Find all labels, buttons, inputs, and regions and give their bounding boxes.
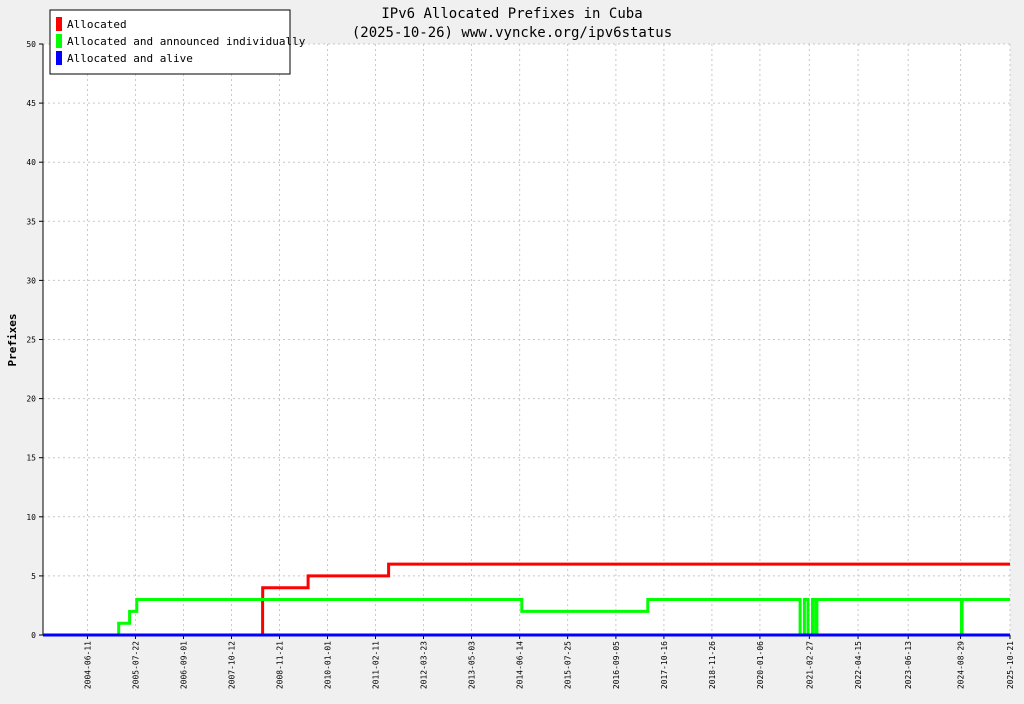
chart-subtitle: (2025-10-26) www.vyncke.org/ipv6status <box>352 25 672 41</box>
y-tick-label: 0 <box>31 631 36 640</box>
legend-label: Allocated <box>67 18 127 31</box>
x-tick-label: 2021-02-27 <box>805 641 814 689</box>
legend-label: Allocated and alive <box>67 52 193 65</box>
x-tick-label: 2011-02-11 <box>372 641 381 689</box>
series-line-0 <box>43 562 1010 637</box>
y-tick-label: 30 <box>26 276 36 285</box>
y-tick-label: 20 <box>26 395 36 404</box>
x-tick-label: 2018-11-26 <box>708 641 717 689</box>
x-tick-label: 2005-07-22 <box>131 641 140 689</box>
x-tick-label: 2020-01-06 <box>756 641 765 689</box>
y-tick-label: 35 <box>26 217 36 226</box>
x-tick-label: 2008-11-21 <box>275 641 284 689</box>
x-tick-label: 2013-05-03 <box>468 641 477 689</box>
x-tick-label: 2024-08-29 <box>957 641 966 689</box>
axes: 0 5 10 15 20 25 30 35 40 45 50 2004-06-11 2005-07-22… <box>26 40 1015 689</box>
x-tick-label: 2017-10-16 <box>660 641 669 689</box>
x-tick-label: 2025-10-21 <box>1006 641 1015 689</box>
x-tick-label: 2015-07-25 <box>564 641 573 689</box>
legend-label: Allocated and announced individually <box>67 35 306 48</box>
y-tick-label: 40 <box>26 158 36 167</box>
y-tick-label: 50 <box>26 40 36 49</box>
x-tick-label: 2004-06-11 <box>83 641 92 689</box>
x-tick-label: 2007-10-12 <box>227 641 236 689</box>
x-tick-label: 2023-06-13 <box>904 641 913 689</box>
x-tick-label: 2022-04-15 <box>854 641 863 689</box>
legend-swatch <box>56 17 62 31</box>
legend-swatch <box>56 34 62 48</box>
y-tick-label: 10 <box>26 513 36 522</box>
legend-box <box>49 9 291 75</box>
x-tick-label: 2012-03-23 <box>420 641 429 689</box>
series <box>43 562 1010 637</box>
chart-title: IPv6 Allocated Prefixes in Cuba <box>381 6 642 22</box>
y-tick-label: 25 <box>26 336 36 345</box>
y-tick-label: 45 <box>26 99 36 108</box>
x-tick-label: 2016-09-05 <box>612 641 621 689</box>
y-tick-label: 15 <box>26 454 36 463</box>
x-tick-label: 2006-09-01 <box>179 641 188 689</box>
grid <box>43 43 1011 635</box>
x-tick-label: 2010-01-01 <box>323 641 332 689</box>
y-tick-label: 5 <box>31 572 36 581</box>
legend: Allocated Allocated and announced individ… <box>49 9 306 75</box>
x-tick-label: 2014-06-14 <box>516 641 525 689</box>
legend-swatch <box>56 51 62 65</box>
y-axis-label: Prefixes <box>6 314 19 367</box>
